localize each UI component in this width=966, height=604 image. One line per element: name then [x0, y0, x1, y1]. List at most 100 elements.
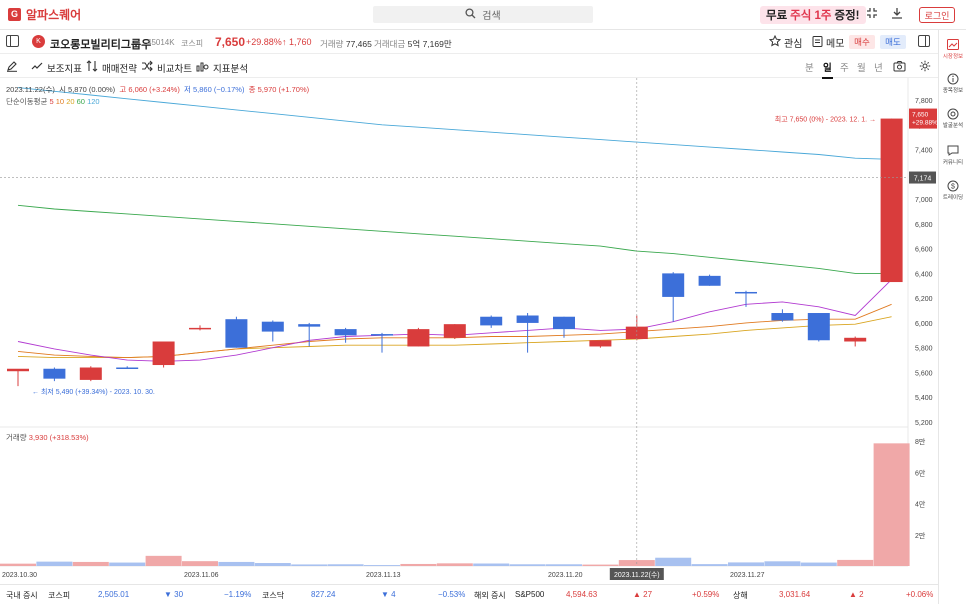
period-minute[interactable]: 분 [805, 63, 814, 74]
candle-body [43, 368, 66, 379]
expand-icon[interactable] [864, 7, 880, 23]
period-day[interactable]: 일 [822, 60, 833, 79]
ma-title: 단순이동평균 [6, 97, 48, 106]
kosdaq-value: 827.24 [311, 590, 336, 599]
search-placeholder: 검색 [482, 11, 501, 22]
ma5-line [17, 279, 892, 362]
volume-bar [764, 561, 801, 566]
volume-value: 77,465 [345, 39, 372, 49]
price-tick-label: 7,400 [915, 148, 933, 155]
volume-bar [582, 564, 619, 566]
ma-legend[interactable]: 단순이동평균 5 10 20 60 120 [6, 96, 100, 107]
search-icon [465, 7, 476, 22]
discovery-icon [947, 108, 959, 120]
candle-body [334, 329, 357, 336]
info-close: 종 5,970 (+1.70%) [248, 85, 310, 94]
sidebar-item-community[interactable]: 커뮤니티 [939, 145, 966, 166]
analysis-label: 지표분석 [213, 63, 248, 75]
trading-icon: $ [947, 180, 959, 192]
svg-text:$: $ [951, 184, 955, 191]
pencil-icon [6, 60, 18, 75]
volume-bar [728, 562, 764, 566]
sell-button[interactable]: 매도 [880, 35, 906, 49]
download-icon[interactable] [889, 7, 905, 23]
candle-body [844, 337, 867, 342]
volume-bar [327, 564, 364, 566]
kospi-name[interactable]: 코스피 [48, 591, 71, 600]
volume-bar [109, 562, 146, 566]
candle-body [225, 319, 248, 348]
low-note: ← 최저 5,490 (+39.34%) - 2023. 10. 30. [32, 387, 155, 396]
sidebar-item-market[interactable]: 시장정보 [939, 39, 966, 60]
candle-body [735, 291, 757, 294]
chart-toolbar: 보조지표 매매전략 비교차트 지표분석 분 일 주 월 년 [0, 54, 938, 79]
panel-toggle-icon[interactable] [6, 35, 19, 47]
candle-body [371, 334, 393, 336]
strategy-button[interactable]: 매매전략 [86, 60, 137, 75]
candle-body [79, 367, 102, 380]
kosdaq-name[interactable]: 코스닥 [262, 591, 285, 600]
info-high: 고 6,060 (+3.24%) [119, 85, 180, 94]
stock-change: ↑ 1,760 [282, 37, 312, 47]
login-button[interactable]: 로그인 [919, 7, 955, 23]
crosshair-price-label: 7,174 [914, 176, 932, 183]
sp500-change: ▲ 27 [633, 590, 653, 599]
candle-body [589, 340, 612, 347]
volume-tick-label: 4만 [915, 500, 926, 509]
stock-price: 7,650 [215, 35, 246, 49]
settings-gear-icon[interactable] [919, 60, 931, 72]
period-year[interactable]: 년 [874, 63, 883, 74]
price-tick-label: 6,600 [915, 247, 933, 254]
indicator-label: 보조지표 [47, 63, 82, 75]
sidebar-item-label: 종목정보 [942, 88, 964, 94]
sidebar-item-stock-info[interactable]: 종목정보 [939, 73, 966, 94]
shanghai-name[interactable]: 상해 [733, 591, 748, 600]
info-open: 시 5,870 (0.00%) [59, 85, 116, 94]
candle-body [698, 275, 721, 286]
volume-label: 거래량 [320, 39, 344, 49]
camera-icon[interactable] [893, 60, 906, 72]
period-week[interactable]: 주 [840, 63, 849, 74]
promo-highlight: 주식 1주 [790, 10, 832, 22]
kosdaq-change: ▼ 4 [381, 590, 396, 599]
price-tick-label: 6,000 [915, 321, 933, 328]
indicator-button[interactable]: 보조지표 [31, 60, 82, 75]
price-chart[interactable]: 7,8007,6007,4007,2007,0006,8006,6006,400… [0, 78, 938, 586]
app-logo[interactable]: G 알파스퀘어 [8, 6, 81, 23]
sidebar-item-discovery[interactable]: 발굴분석 [939, 108, 966, 129]
compare-button[interactable]: 비교차트 [141, 60, 192, 75]
amount-label: 거래대금 [374, 39, 406, 49]
period-month[interactable]: 월 [857, 63, 866, 74]
volume-bar [254, 563, 291, 566]
last-price-label: 7,650 [912, 112, 929, 119]
sidebar-item-trading[interactable]: $ 트레이딩 [939, 180, 966, 201]
price-tick-label: 7,800 [915, 98, 933, 105]
date-tick-label: 2023.11.06 [184, 572, 219, 579]
volume-tick-label: 6만 [915, 468, 926, 477]
shanghai-value: 3,031.64 [779, 590, 811, 599]
promo-banner[interactable]: 무료 주식 1주 증정! [760, 6, 866, 24]
volume-bar [182, 561, 218, 566]
app-title: 알파스퀘어 [26, 8, 82, 22]
stock-name[interactable]: 코오롱모빌리티그룹우 [50, 39, 152, 51]
memo-button[interactable]: 메모 [812, 35, 844, 50]
sp500-name[interactable]: S&P500 [515, 590, 545, 599]
watch-button[interactable]: 관심 [768, 34, 802, 50]
kospi-rate: −1.19% [224, 590, 252, 599]
candle-body [7, 368, 29, 372]
volume-bar [145, 555, 182, 566]
search-input[interactable]: 검색 [373, 6, 593, 23]
sidebar-toggle-icon[interactable] [918, 35, 930, 47]
volume-bar [400, 563, 437, 566]
candle-body [771, 313, 794, 321]
price-tick-label: 5,400 [915, 395, 933, 402]
global-market-title: 해외 증시 [474, 591, 506, 600]
price-tick-label: 5,200 [915, 420, 933, 427]
volume-bar [364, 565, 400, 566]
ma-period-label: 5 [49, 97, 54, 106]
draw-tool-button[interactable] [6, 60, 18, 75]
buy-button[interactable]: 매수 [849, 35, 875, 49]
high-note: 최고 7,650 (0%) - 2023. 12. 1. → [775, 115, 876, 124]
analysis-button[interactable]: 지표분석 [196, 60, 248, 75]
sp500-rate: +0.59% [692, 590, 720, 599]
